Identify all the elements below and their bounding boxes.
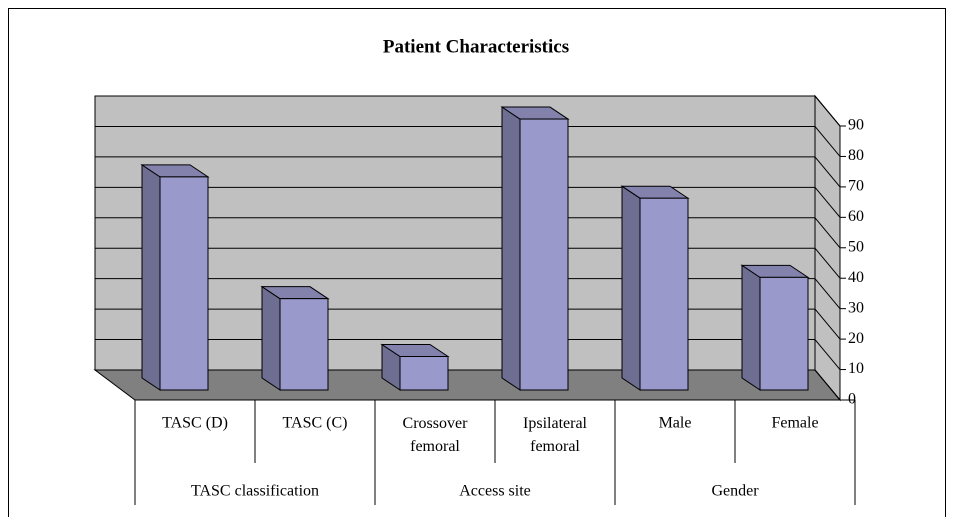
bar	[759, 276, 809, 391]
bar-side	[621, 185, 641, 391]
bar	[159, 176, 209, 391]
x-tick-label: TASC (C)	[283, 415, 348, 432]
y-tick-label: 90	[848, 117, 864, 134]
grid-line	[814, 187, 841, 218]
y-tick-label: 60	[848, 208, 864, 225]
bar-side	[501, 106, 521, 391]
bar-side	[741, 264, 761, 391]
bar-side	[141, 163, 161, 391]
y-tick-label: 40	[848, 269, 864, 286]
grid-line	[814, 126, 841, 157]
y-tick-label: 0	[848, 391, 856, 408]
x-tick-label: Ipsilateral femoral	[523, 415, 588, 455]
x-tick-label: Male	[659, 415, 692, 432]
x-tick-label: Female	[771, 415, 818, 432]
bar	[519, 118, 569, 391]
grid-line	[814, 156, 841, 188]
y-tick-label: 30	[848, 299, 864, 316]
y-tick-label: 10	[848, 360, 864, 377]
group-label: Gender	[711, 483, 759, 500]
y-tick-label: 50	[848, 238, 864, 255]
grid-line	[814, 95, 841, 127]
bar	[639, 197, 689, 391]
y-tick-label: 20	[848, 330, 864, 347]
chart-title: Patient Characteristics	[383, 36, 569, 57]
grid-line	[814, 369, 841, 401]
x-tick-label: Crossover femoral	[403, 415, 469, 455]
grid-line	[814, 217, 841, 249]
group-label: Access site	[459, 483, 531, 500]
bar-side	[261, 285, 281, 391]
group-label: TASC classification	[191, 483, 319, 500]
y-tick-label: 70	[848, 178, 864, 195]
y-tick-label: 80	[848, 147, 864, 164]
grid-line	[814, 247, 841, 279]
bar	[399, 356, 449, 391]
bar	[279, 298, 329, 391]
x-tick-label: TASC (D)	[162, 415, 228, 432]
grid-line	[814, 308, 841, 340]
grid-line	[814, 339, 841, 370]
grid-line	[814, 278, 841, 309]
